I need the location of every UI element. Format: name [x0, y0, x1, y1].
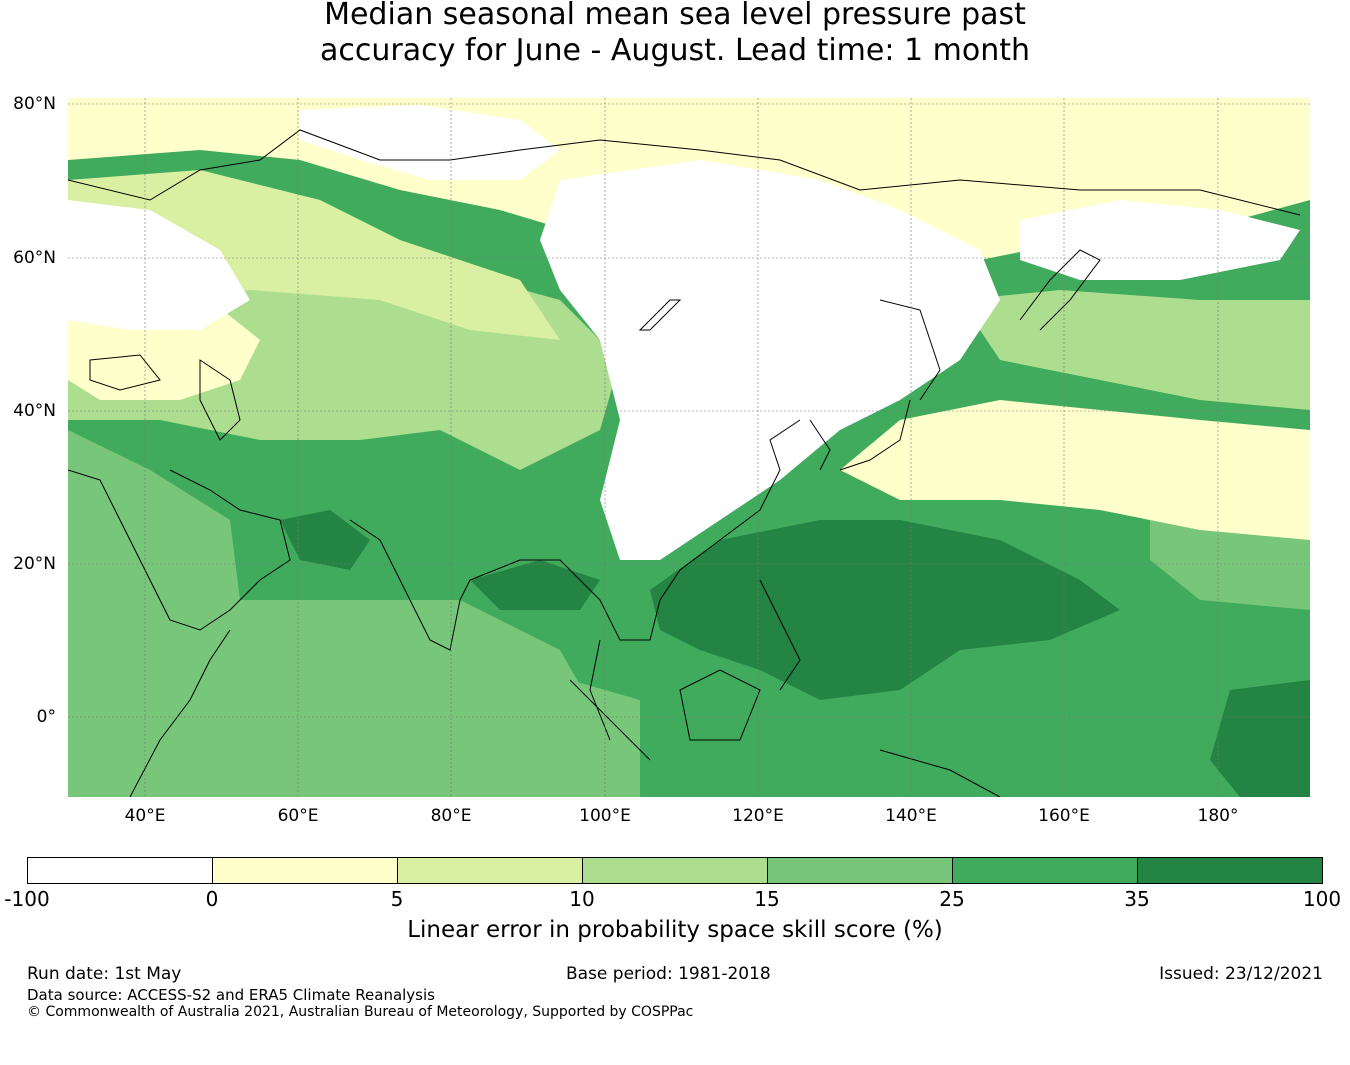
map-title-line-1: Median seasonal mean sea level pressure … [324, 0, 1026, 32]
run-date: Run date: 1st May [27, 964, 182, 984]
colorbar-tick: 0 [205, 887, 219, 911]
gridlines [68, 98, 1310, 797]
lon-label-40e: 40°E [124, 806, 166, 826]
field-negative-west [68, 200, 250, 330]
coast-black-sea [89, 354, 161, 391]
lon-label-140e: 140°E [885, 806, 937, 826]
coast-sumatra [569, 679, 651, 761]
map-field [68, 98, 1310, 797]
colorbar-tick: 25 [939, 887, 965, 911]
map-title-line-2: accuracy for June - August. Lead time: 1… [320, 33, 1030, 68]
field-35-100-pacific [650, 520, 1120, 700]
coast-caspian [199, 359, 241, 441]
coast-southeast-asia [520, 419, 801, 641]
colorbar-tick: 5 [390, 887, 404, 911]
colorbar-segment [28, 858, 213, 883]
lat-label-80n: 80°N [13, 94, 56, 114]
colorbar-tick: 10 [569, 887, 595, 911]
lon-label-100e: 100°E [579, 806, 631, 826]
coast-arctic [68, 129, 1301, 216]
field-15-25-indian [240, 600, 600, 760]
coast-new-guinea [879, 749, 1001, 797]
coast-india [349, 519, 521, 651]
coastlines [68, 129, 1301, 797]
field-15-25-east [1150, 520, 1310, 610]
coast-philippines [759, 579, 801, 691]
field-negative-asia [540, 160, 1000, 560]
coast-malay [589, 639, 611, 741]
colorbar-tick: -100 [4, 887, 50, 911]
colorbar-tick: 100 [1302, 887, 1342, 911]
colorbar-segment [768, 858, 953, 883]
colorbar-tick: 15 [754, 887, 780, 911]
lon-label-80e: 80°E [430, 806, 472, 826]
field-negative-kamchatka [1020, 200, 1300, 280]
issued-date: Issued: 23/12/2021 [1159, 964, 1323, 984]
colorbar-label: Linear error in probability space skill … [407, 917, 943, 943]
coast-baikal [638, 299, 682, 331]
coast-korea [809, 419, 831, 471]
field-35-100-bengal [470, 560, 600, 610]
field-35-100-arabia [280, 510, 370, 570]
coast-okhotsk [879, 299, 941, 401]
field-negative-north [300, 105, 560, 180]
colorbar-segment [583, 858, 768, 883]
lon-label-60e: 60°E [277, 806, 319, 826]
colorbar-segment [398, 858, 583, 883]
skill-score-map [68, 98, 1310, 797]
lat-label-20n: 20°N [13, 554, 56, 574]
field-35-100-southeast [1210, 680, 1310, 797]
copyright: © Commonwealth of Australia 2021, Austra… [27, 1004, 694, 1020]
lat-label-60n: 60°N [13, 248, 56, 268]
coast-arabia-africa [68, 469, 291, 631]
colorbar-segment [953, 858, 1138, 883]
lon-label-120e: 120°E [732, 806, 784, 826]
lat-label-0: 0° [36, 707, 56, 727]
data-source: Data source: ACCESS-S2 and ERA5 Climate … [27, 986, 435, 1004]
lon-label-160e: 160°E [1038, 806, 1090, 826]
colorbar-segment [213, 858, 398, 883]
colorbar-segment [1138, 858, 1322, 883]
coast-east-africa [129, 629, 231, 797]
base-period: Base period: 1981-2018 [566, 964, 771, 984]
colorbar [27, 857, 1323, 884]
field-5-15-north [68, 170, 560, 340]
coast-kamchatka [1019, 249, 1101, 331]
colorbar-tick: 35 [1124, 887, 1150, 911]
field-0-5-pacific [840, 400, 1310, 540]
coast-japan [839, 399, 911, 471]
lon-label-180: 180° [1197, 806, 1239, 826]
coast-borneo [679, 669, 761, 741]
field-5-15-east [960, 290, 1310, 410]
lat-label-40n: 40°N [13, 401, 56, 421]
